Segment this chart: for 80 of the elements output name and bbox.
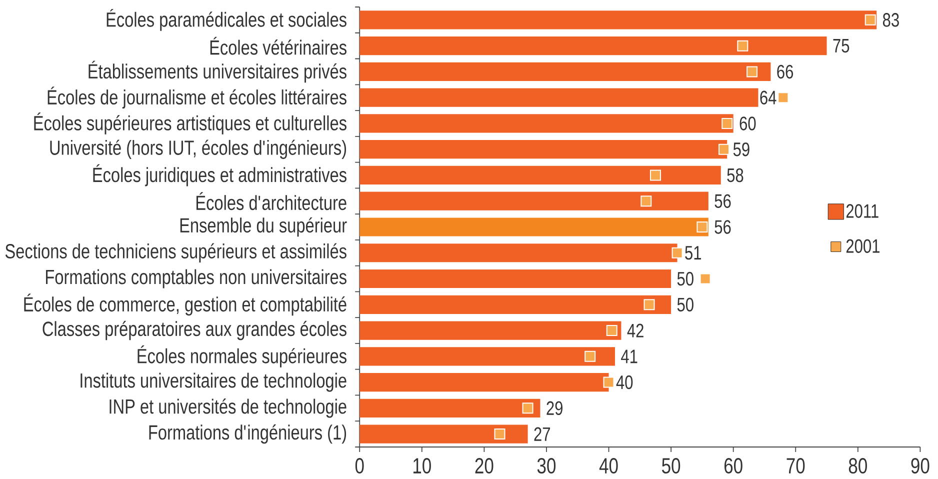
data-label: 56 xyxy=(714,194,731,208)
point xyxy=(778,92,789,104)
point xyxy=(737,40,748,52)
data-label: 56 xyxy=(714,220,731,234)
y-tick-label: Sections de techniciens supérieurs et assimilés xyxy=(5,243,346,263)
x-tick-label: 60 xyxy=(724,458,742,474)
point xyxy=(864,14,876,26)
point xyxy=(494,428,506,440)
y-tick-label: Écoles supérieures artistiques et culturelles xyxy=(34,112,346,134)
point xyxy=(603,376,614,388)
y-tick-label: Écoles vétérinaires xyxy=(210,36,346,55)
data-label: 58 xyxy=(727,168,744,182)
x-tick-label: 0 xyxy=(355,458,364,474)
bar xyxy=(360,424,528,444)
y-tick-label: Écoles paramédicales et sociales xyxy=(106,8,346,31)
bar xyxy=(360,88,758,107)
y-tick-label: Établissements universitaires privés xyxy=(88,60,346,83)
x-tick-label: 40 xyxy=(599,458,618,474)
data-label: 50 xyxy=(677,272,694,286)
x-tick-label: 10 xyxy=(413,458,431,474)
x-tick-label: 80 xyxy=(848,458,867,474)
point xyxy=(606,325,618,336)
y-tick-label: Écoles normales supérieures xyxy=(138,345,346,368)
data-label: 60 xyxy=(740,116,756,130)
bar xyxy=(360,321,622,340)
point xyxy=(718,144,730,155)
y-tick-label: Instituts universitaires de technologie xyxy=(80,372,346,392)
x-tick-label: 50 xyxy=(662,458,680,474)
data-label: 50 xyxy=(677,298,694,312)
y-tick-label: INP et universités de technologie xyxy=(110,398,346,418)
data-label: 83 xyxy=(882,13,899,27)
point xyxy=(522,402,534,414)
point xyxy=(672,247,683,258)
data-label: 42 xyxy=(627,324,644,338)
point xyxy=(700,273,711,284)
point xyxy=(640,196,652,207)
bar xyxy=(360,398,540,418)
y-tick-label: Classes préparatoires aux grandes écoles xyxy=(42,320,346,340)
data-label: 40 xyxy=(616,375,633,390)
bar xyxy=(360,372,609,392)
y-tick-label: Université (hors IUT, écoles d'ingénieurs) xyxy=(50,140,346,159)
bar xyxy=(360,244,678,262)
point xyxy=(644,299,655,310)
point xyxy=(746,66,758,78)
bar xyxy=(360,114,734,133)
data-label: 59 xyxy=(733,142,750,156)
bar xyxy=(360,218,708,236)
legend-label: 2001 xyxy=(846,239,880,253)
y-tick-label: Ensemble du supérieur xyxy=(180,217,347,237)
bar xyxy=(360,10,877,30)
y-tick-label: Écoles de journalisme et écoles littéraires xyxy=(48,86,346,109)
point xyxy=(722,118,733,129)
bar xyxy=(360,295,672,314)
bar xyxy=(360,36,827,56)
point xyxy=(584,350,596,362)
data-label: 75 xyxy=(833,39,850,53)
y-tick-label: Formations comptables non universitaires xyxy=(46,269,346,288)
y-tick-label: Écoles de commerce, gestion et comptabilité xyxy=(24,294,346,316)
point xyxy=(696,221,708,232)
bar xyxy=(360,347,615,366)
legend-label: 2011 xyxy=(846,204,878,218)
bar xyxy=(360,269,672,288)
data-label: 41 xyxy=(621,350,638,364)
bar xyxy=(360,62,771,81)
data-label: 51 xyxy=(685,246,702,260)
data-label: 64 xyxy=(760,90,776,104)
x-tick-label: 30 xyxy=(537,458,556,474)
y-tick-label: Écoles d'architecture xyxy=(196,192,346,210)
point xyxy=(650,170,661,181)
x-tick-label: 20 xyxy=(475,458,494,474)
x-tick-label: 70 xyxy=(786,458,805,474)
data-label: 27 xyxy=(534,427,550,441)
x-tick-label: 90 xyxy=(911,458,930,474)
data-label: 29 xyxy=(546,401,562,416)
y-tick-label: Formations d'ingénieurs (1) xyxy=(149,424,346,444)
bar xyxy=(360,140,728,159)
y-tick-label: Écoles juridiques et administratives xyxy=(93,164,346,186)
data-label: 66 xyxy=(777,64,794,79)
bar xyxy=(360,192,708,210)
bar xyxy=(360,166,721,185)
